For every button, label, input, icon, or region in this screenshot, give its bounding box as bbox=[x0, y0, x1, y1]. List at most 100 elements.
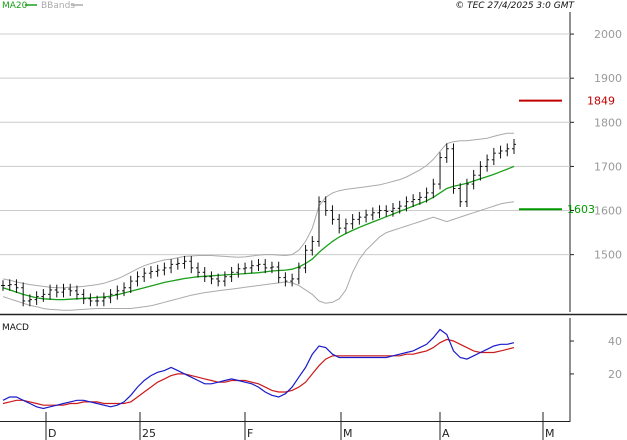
ohlc-bar bbox=[216, 273, 221, 287]
ohlc-bar bbox=[296, 262, 301, 285]
ohlc-bar bbox=[115, 285, 120, 300]
y-tick-label: 2000 bbox=[594, 28, 622, 41]
ohlc-bar bbox=[310, 236, 315, 256]
ohlc-bar bbox=[135, 271, 140, 287]
ohlc-bar bbox=[337, 214, 342, 234]
price-bars bbox=[1, 139, 516, 307]
x-ticks: D 25 F M A M bbox=[45, 412, 555, 440]
ohlc-bar bbox=[263, 259, 268, 274]
legend-bbands-label: BBands bbox=[41, 1, 75, 11]
ohlc-bar bbox=[148, 266, 153, 279]
ohlc-bar bbox=[236, 263, 241, 278]
ohlc-bar bbox=[485, 154, 490, 172]
macd-y-tick-label: 20 bbox=[608, 368, 622, 381]
ohlc-bar bbox=[88, 293, 93, 307]
ohlc-bar bbox=[290, 273, 295, 287]
y-tick-label: 1900 bbox=[594, 72, 622, 85]
ohlc-bar bbox=[128, 275, 133, 294]
x-tick-label: 25 bbox=[142, 427, 156, 440]
ohlc-bar bbox=[390, 203, 395, 217]
bband-upper-line bbox=[2, 132, 514, 289]
ma20-line bbox=[2, 165, 515, 301]
bbands-layer bbox=[2, 132, 515, 311]
level-label: 1849 bbox=[587, 95, 615, 108]
bband-lower-line bbox=[2, 201, 515, 311]
y-ticks: 1500 1600 1700 1800 1900 2000 20 40 bbox=[570, 28, 622, 381]
ohlc-bar bbox=[384, 205, 389, 217]
macd-lines bbox=[2, 328, 515, 410]
y-tick-label: 1800 bbox=[594, 116, 622, 129]
ohlc-bar bbox=[175, 258, 180, 270]
ohlc-bar bbox=[162, 262, 167, 276]
ohlc-bar bbox=[323, 196, 328, 216]
ohlc-bar bbox=[101, 292, 106, 307]
legend-ma20-label: MA20 bbox=[2, 1, 28, 11]
x-tick-label: F bbox=[247, 427, 253, 440]
ohlc-bar bbox=[189, 255, 194, 274]
ma20-layer bbox=[2, 165, 515, 301]
ohlc-bar bbox=[343, 218, 348, 234]
ohlc-bar bbox=[424, 187, 429, 203]
ohlc-bar bbox=[377, 205, 382, 219]
ohlc-bar bbox=[350, 214, 355, 230]
ohlc-bar bbox=[41, 289, 46, 302]
ohlc-bar bbox=[81, 289, 86, 305]
macd-y-tick-label: 40 bbox=[608, 335, 622, 348]
ohlc-bar bbox=[249, 260, 254, 274]
ohlc-bar bbox=[464, 178, 469, 207]
ohlc-bar bbox=[431, 178, 436, 199]
ohlc-bar bbox=[505, 143, 510, 157]
ohlc-bar bbox=[317, 196, 322, 247]
ohlc-bar bbox=[169, 259, 174, 274]
ohlc-bar bbox=[303, 244, 308, 274]
ohlc-bar bbox=[357, 211, 362, 225]
macd-line bbox=[2, 328, 515, 410]
x-tick-label: A bbox=[442, 427, 450, 440]
macd-signal-line bbox=[2, 338, 515, 406]
ohlc-bar bbox=[404, 196, 409, 212]
x-tick-label: D bbox=[48, 427, 56, 440]
ohlc-bar bbox=[142, 267, 147, 282]
ohlc-bar bbox=[54, 284, 59, 298]
ohlc-bar bbox=[478, 161, 483, 181]
ohlc-bar bbox=[155, 264, 160, 277]
price-levels: 1849 1603 bbox=[519, 95, 615, 216]
ohlc-bar bbox=[243, 262, 248, 275]
y-tick-label: 1500 bbox=[594, 249, 622, 262]
ohlc-bar bbox=[276, 261, 281, 283]
ohlc-bar bbox=[438, 152, 443, 190]
ohlc-bar bbox=[364, 209, 369, 223]
ohlc-bar bbox=[222, 271, 227, 287]
price-grid bbox=[0, 33, 570, 256]
ohlc-bar bbox=[95, 295, 100, 307]
ohlc-bar bbox=[21, 282, 26, 307]
ohlc-bar bbox=[48, 284, 53, 300]
ohlc-bar bbox=[411, 194, 416, 207]
ohlc-bar bbox=[397, 200, 402, 214]
ohlc-bar bbox=[209, 271, 214, 285]
ohlc-bar bbox=[7, 279, 12, 291]
macd-panel-title: MACD bbox=[2, 323, 29, 333]
ohlc-bar bbox=[108, 289, 113, 304]
ohlc-bar bbox=[229, 267, 234, 282]
ohlc-bar bbox=[370, 207, 375, 221]
ohlc-bar bbox=[122, 282, 127, 297]
ohlc-bar bbox=[202, 267, 207, 282]
ohlc-bar bbox=[491, 147, 496, 166]
level-label: 1603 bbox=[567, 203, 595, 216]
ohlc-bar bbox=[283, 272, 288, 287]
copyright-text: © TEC 27/4/2025 3:0 GMT bbox=[455, 1, 575, 11]
ohlc-bar bbox=[195, 262, 200, 278]
ohlc-bar bbox=[451, 143, 456, 194]
ohlc-bar bbox=[498, 145, 503, 159]
ohlc-bar bbox=[182, 255, 187, 269]
x-tick-label: M bbox=[343, 427, 353, 440]
ohlc-bar bbox=[269, 261, 274, 274]
ohlc-bar bbox=[1, 280, 5, 291]
ohlc-bar bbox=[512, 139, 516, 155]
y-tick-label: 1700 bbox=[594, 160, 622, 173]
ohlc-bar bbox=[471, 169, 476, 190]
ohlc-bar bbox=[417, 192, 422, 205]
ohlc-bar bbox=[61, 283, 66, 298]
